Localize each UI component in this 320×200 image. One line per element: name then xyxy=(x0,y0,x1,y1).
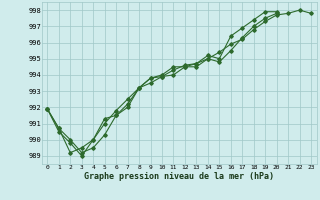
X-axis label: Graphe pression niveau de la mer (hPa): Graphe pression niveau de la mer (hPa) xyxy=(84,172,274,181)
